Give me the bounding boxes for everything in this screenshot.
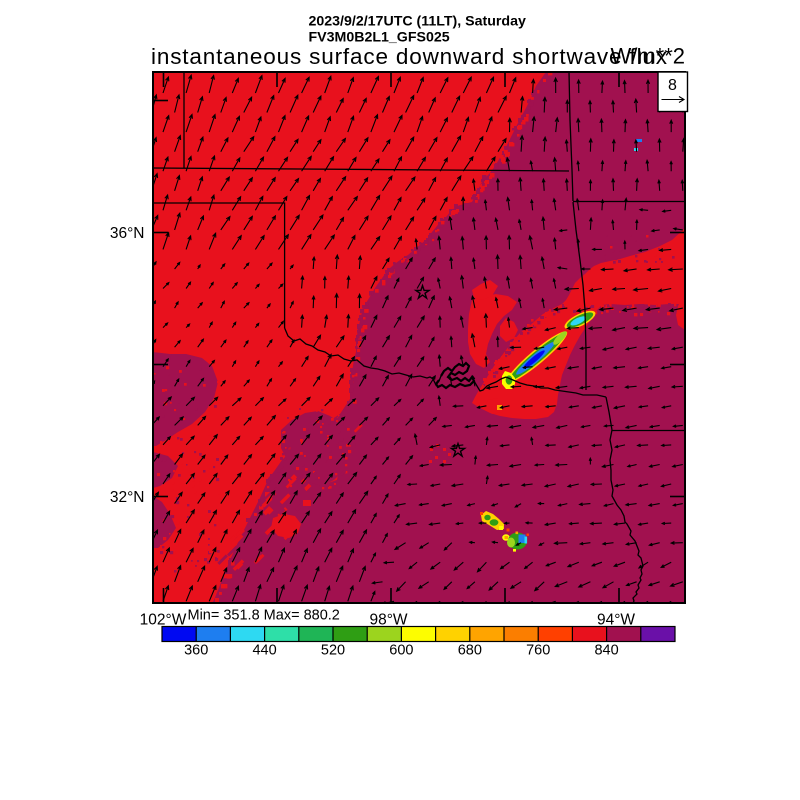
svg-text:instantaneous surface downward: instantaneous surface downward shortwave… (151, 44, 668, 69)
svg-text:36°N: 36°N (110, 225, 145, 242)
svg-text:600: 600 (389, 643, 413, 659)
svg-text:32°N: 32°N (110, 489, 145, 506)
svg-text:840: 840 (594, 643, 618, 659)
svg-text:680: 680 (458, 643, 482, 659)
svg-text:Min= 351.8 Max= 880.2: Min= 351.8 Max= 880.2 (188, 608, 340, 624)
svg-text:360: 360 (184, 643, 208, 659)
svg-text:440: 440 (252, 643, 276, 659)
svg-text:2023/9/2/17UTC (11LT), Saturda: 2023/9/2/17UTC (11LT), Saturday (309, 14, 526, 30)
svg-text:8: 8 (668, 77, 677, 94)
svg-text:102°W: 102°W (140, 612, 187, 629)
svg-text:98°W: 98°W (369, 612, 407, 629)
svg-text:94°W: 94°W (597, 612, 635, 629)
svg-text:FV3M0B2L1_GFS025: FV3M0B2L1_GFS025 (309, 30, 450, 46)
svg-text:760: 760 (526, 643, 550, 659)
svg-text:520: 520 (321, 643, 345, 659)
svg-text:W/m**2: W/m**2 (610, 44, 685, 69)
